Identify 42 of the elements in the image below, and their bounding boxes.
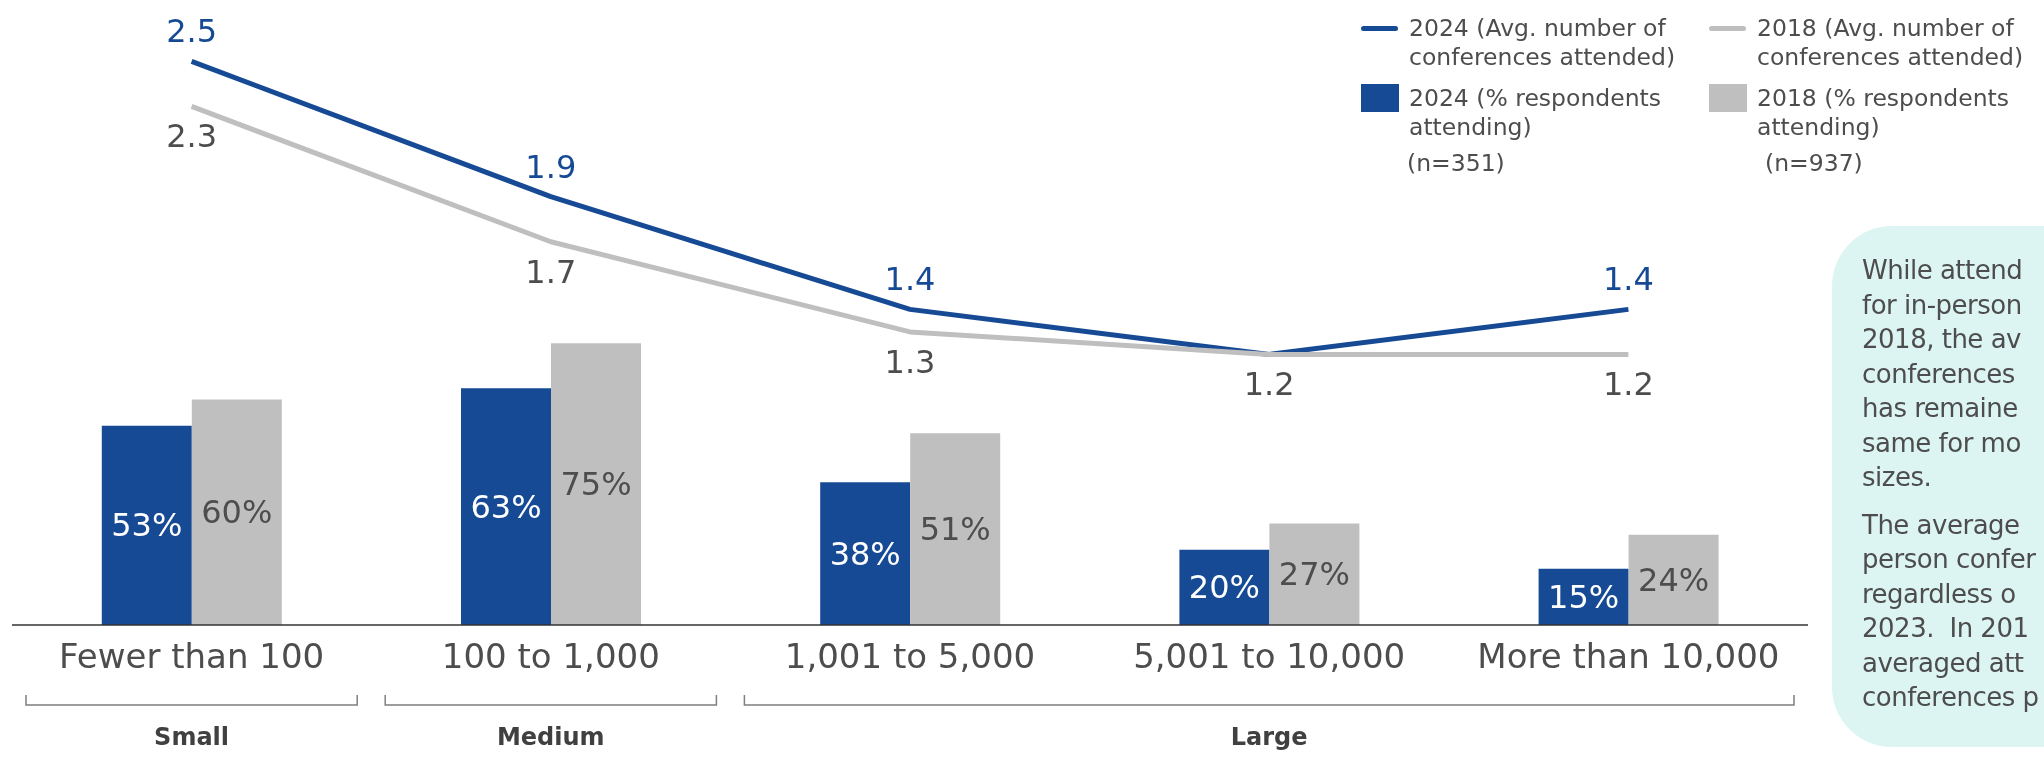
- bar: [461, 388, 551, 625]
- data-label: 1.2: [1243, 365, 1295, 404]
- data-label: 2.3: [166, 117, 218, 156]
- data-label: 53%: [111, 506, 183, 545]
- text: (n=351): [1406, 149, 1506, 178]
- bar: [910, 433, 1001, 625]
- data-label: 1.3: [884, 342, 936, 381]
- bar: [101, 425, 192, 625]
- data-label: 38%: [829, 534, 901, 573]
- data-label: 63%: [470, 487, 542, 526]
- data-label: 1.2: [1602, 365, 1654, 404]
- x-tick-label: 100 to 1,000: [441, 636, 660, 677]
- text: Medium: [496, 723, 605, 751]
- x-tick-label: 1,001 to 5,000: [784, 636, 1036, 677]
- data-label: 51%: [919, 510, 991, 549]
- legend-label: 2018 (Avg. number of conferences attended): [1757, 14, 2025, 71]
- data-label: 20%: [1188, 568, 1260, 607]
- data-label: 1.7: [525, 252, 577, 291]
- text: (n=937): [1764, 149, 1864, 178]
- x-tick-label: More than 10,000: [1477, 636, 1780, 677]
- bar: [1628, 534, 1719, 625]
- data-label: 24%: [1638, 560, 1710, 599]
- legend-label: 2018 (% respondents attending): [1757, 84, 2010, 141]
- x-tick-label: 5,001 to 10,000: [1133, 636, 1406, 677]
- note-panel: While attend for in-person 2018, the av conferences has remaine same for mo sizes. The average person confer regardless o 2023. In 201 averaged att conferences p: [1832, 226, 2044, 747]
- data-label: 15%: [1548, 577, 1620, 616]
- data-label: 2.5: [166, 12, 218, 51]
- data-label: 60%: [201, 493, 273, 532]
- legend-label: 2024 (% respondents attending): [1409, 84, 1662, 141]
- legend-label: 2024 (Avg. number of conferences attended): [1409, 14, 1677, 71]
- bar: [1269, 523, 1360, 625]
- data-label: 27%: [1278, 555, 1350, 594]
- data-label: 1.4: [884, 260, 936, 299]
- text: Large: [1230, 723, 1308, 751]
- text: Small: [154, 723, 230, 751]
- data-label: 75%: [560, 465, 632, 504]
- bar: [551, 343, 641, 625]
- data-label: 1.4: [1602, 260, 1654, 299]
- x-tick-label: Fewer than 100: [59, 636, 325, 677]
- data-label: 1.9: [525, 147, 577, 186]
- bar: [820, 482, 911, 625]
- bar: [191, 399, 282, 625]
